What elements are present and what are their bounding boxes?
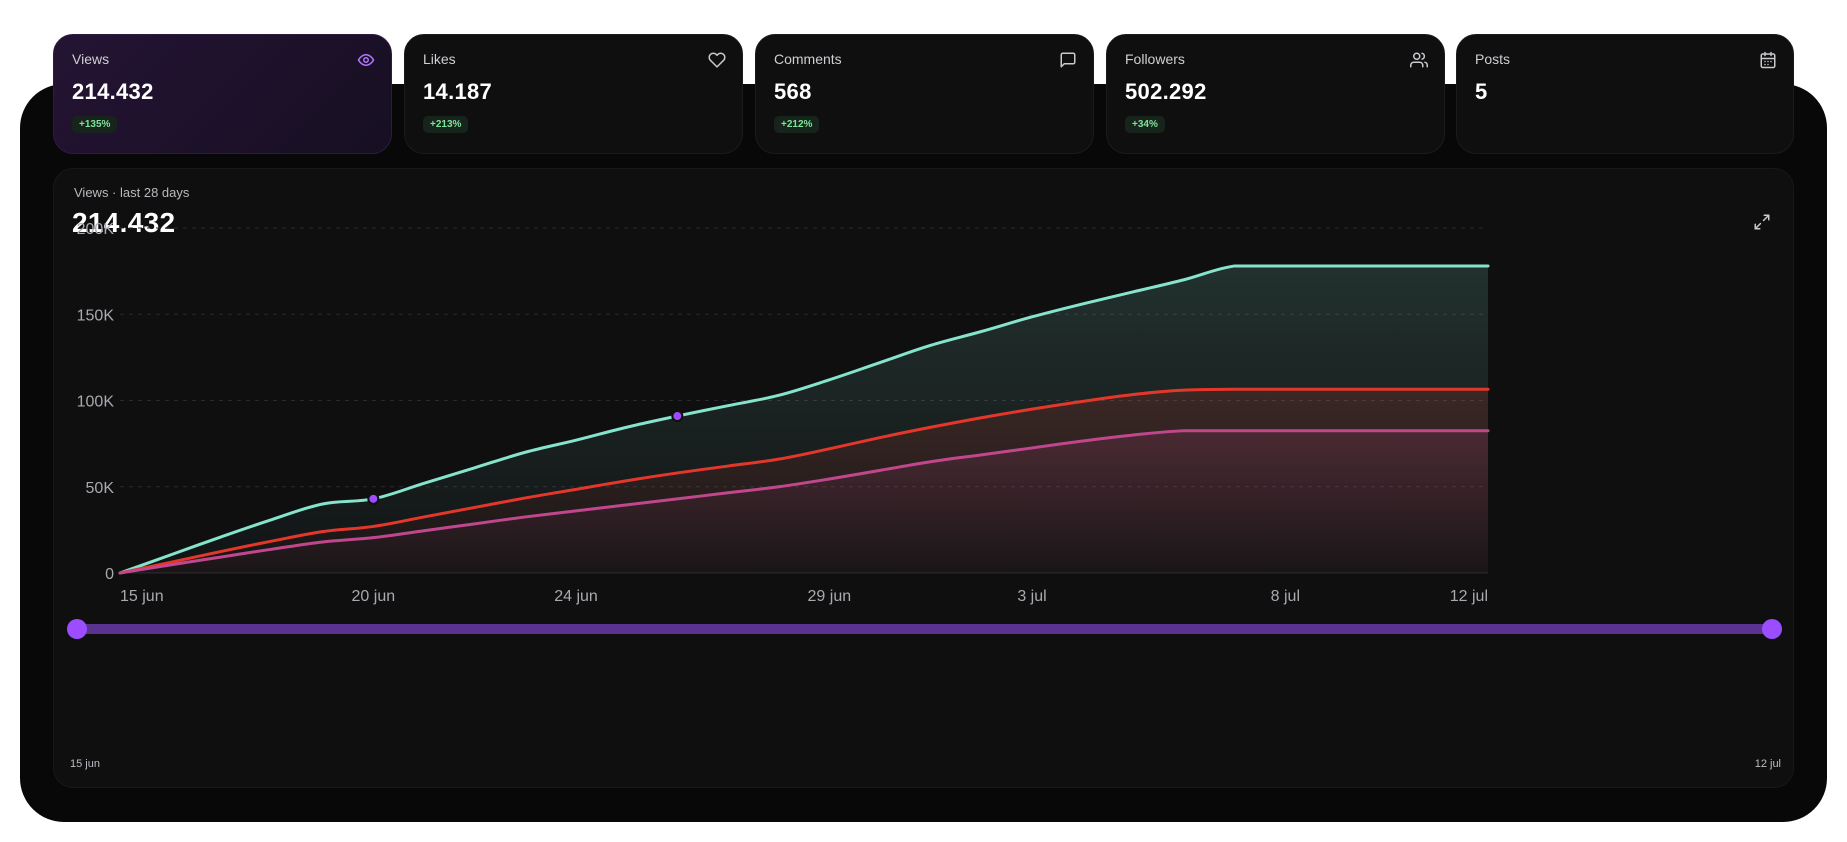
views-chart-card: Views · last 28 days 214.432 0 50K 100K 150… (53, 168, 1794, 788)
stat-card-label: Posts (1475, 51, 1511, 67)
x-tick-label: 3 jul (1017, 588, 1046, 605)
stat-card-comments[interactable]: Comments 568 +212% (755, 34, 1094, 154)
stat-card-label: Comments (774, 51, 842, 67)
data-point[interactable] (367, 492, 380, 505)
x-tick-label: 8 jul (1271, 588, 1300, 605)
stat-card-value: 5 (1475, 79, 1488, 104)
eye-icon (357, 51, 375, 69)
stat-card-followers[interactable]: Followers 502.292 +34% (1106, 34, 1445, 154)
x-tick-label: 15 jun (120, 588, 164, 605)
change-badge: +213% (423, 116, 469, 133)
data-point[interactable] (671, 410, 684, 423)
chart-subtitle: Views · last 28 days (74, 185, 190, 200)
range-start-handle[interactable] (67, 619, 87, 639)
x-tick-label: 12 jul (1450, 588, 1488, 605)
stat-card-label: Likes (423, 51, 456, 67)
series-line (118, 264, 1490, 575)
stat-card-value: 502.292 (1125, 79, 1207, 104)
views-area-chart: 0 50K 100K 150K 200K 15 jun 20 jun 24 jun 29 jun… (67, 221, 1782, 639)
x-tick-label: 24 jun (554, 588, 598, 605)
y-tick-label: 50K (86, 480, 115, 497)
calendar-icon (1759, 51, 1777, 69)
heart-icon (708, 51, 726, 69)
change-badge: +135% (72, 116, 118, 133)
stat-card-likes[interactable]: Likes 14.187 +213% (404, 34, 743, 154)
range-slider-fill (77, 624, 1772, 634)
y-tick-label: 0 (105, 566, 114, 583)
change-badge: +34% (1125, 116, 1165, 133)
series-line (118, 429, 1490, 575)
x-tick-label: 29 jun (808, 588, 852, 605)
users-icon (1410, 51, 1429, 69)
x-tick-label: 20 jun (352, 588, 396, 605)
stat-card-value: 214.432 (72, 79, 154, 104)
message-square-icon (1059, 51, 1077, 69)
series-area (120, 430, 1488, 573)
y-tick-label: 200K (77, 221, 115, 238)
range-start-label: 15 jun (70, 758, 100, 770)
stat-card-posts[interactable]: Posts 5 (1456, 34, 1794, 154)
range-end-handle[interactable] (1762, 619, 1782, 639)
change-badge: +212% (774, 116, 820, 133)
stat-card-label: Followers (1125, 51, 1185, 67)
y-tick-label: 100K (77, 394, 115, 411)
y-tick-label: 150K (77, 307, 115, 324)
range-end-label: 12 jul (1754, 758, 1781, 770)
stat-card-value: 14.187 (423, 79, 493, 104)
stat-card-views[interactable]: Views 214.432 +135% (53, 34, 392, 154)
series-line (118, 387, 1490, 575)
expand-icon[interactable] (1753, 213, 1771, 231)
stat-card-label: Views (72, 51, 110, 67)
chart-total: 214.432 (72, 207, 176, 238)
stat-card-value: 568 (774, 79, 812, 104)
